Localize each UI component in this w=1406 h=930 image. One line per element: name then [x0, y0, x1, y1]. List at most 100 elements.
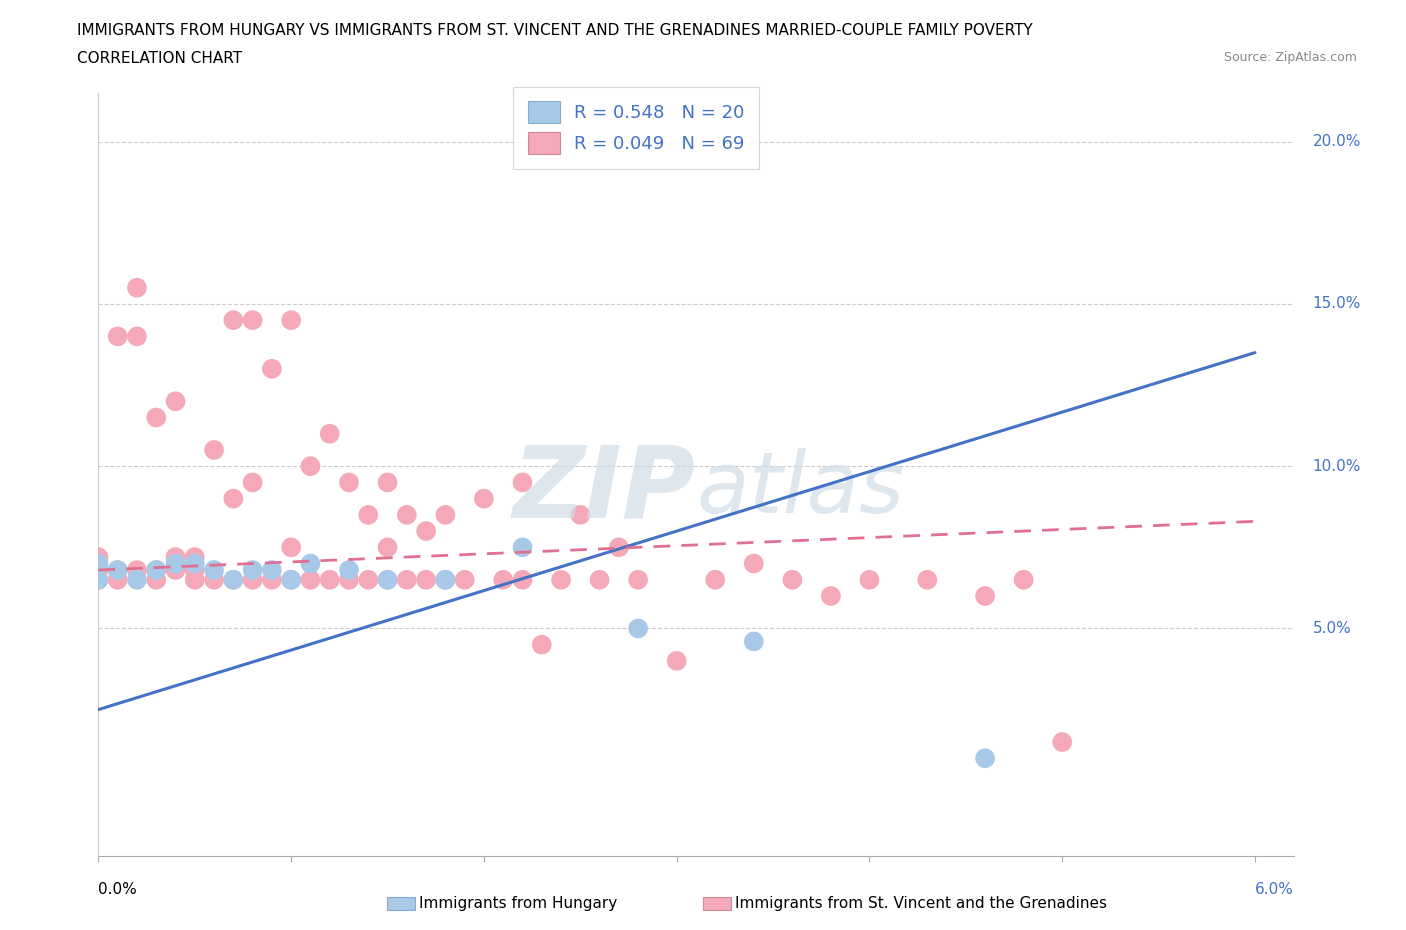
Point [974, 589, 997, 604]
Point [280, 572, 302, 587]
Point [434, 572, 457, 587]
Point [512, 572, 534, 587]
Text: ZIP: ZIP [513, 441, 696, 538]
Point [319, 572, 342, 587]
Point [453, 572, 475, 587]
Text: 10.0%: 10.0% [1313, 458, 1361, 473]
Point [87, 563, 110, 578]
Point [472, 491, 495, 506]
Text: Immigrants from Hungary: Immigrants from Hungary [419, 897, 617, 911]
Point [260, 572, 283, 587]
Point [858, 572, 880, 587]
Point [395, 508, 418, 523]
Text: 5.0%: 5.0% [1313, 621, 1351, 636]
Point [665, 654, 688, 669]
Point [87, 572, 110, 587]
Point [107, 563, 129, 578]
Point [742, 556, 765, 571]
Point [357, 572, 380, 587]
Point [550, 572, 572, 587]
Point [280, 540, 302, 555]
Point [184, 550, 207, 565]
Legend: R = 0.548   N = 20, R = 0.049   N = 69: R = 0.548 N = 20, R = 0.049 N = 69 [513, 86, 759, 168]
Point [415, 524, 437, 538]
Point [512, 475, 534, 490]
Point [145, 563, 167, 578]
Point [782, 572, 804, 587]
Point [165, 550, 187, 565]
Point [87, 556, 110, 571]
Point [145, 572, 167, 587]
Point [434, 572, 457, 587]
Point [415, 572, 437, 587]
Point [512, 540, 534, 555]
Point [820, 589, 842, 604]
Point [299, 556, 322, 571]
Point [280, 312, 302, 327]
Point [1012, 572, 1035, 587]
Point [165, 556, 187, 571]
Point [107, 572, 129, 587]
Point [242, 312, 264, 327]
Point [184, 563, 207, 578]
Point [530, 637, 553, 652]
Point [627, 572, 650, 587]
Point [165, 393, 187, 408]
Text: 0.0%: 0.0% [98, 882, 138, 897]
Point [184, 556, 207, 571]
Point [125, 563, 148, 578]
Text: 20.0%: 20.0% [1313, 134, 1361, 149]
Point [377, 572, 399, 587]
Point [222, 312, 245, 327]
Point [125, 329, 148, 344]
Point [434, 508, 457, 523]
Point [222, 572, 245, 587]
Point [242, 475, 264, 490]
Point [87, 572, 110, 587]
Point [377, 475, 399, 490]
Text: Immigrants from St. Vincent and the Grenadines: Immigrants from St. Vincent and the Gren… [735, 897, 1108, 911]
Point [184, 572, 207, 587]
Point [242, 572, 264, 587]
Point [242, 563, 264, 578]
Point [125, 280, 148, 295]
Point [704, 572, 727, 587]
Point [202, 572, 225, 587]
Point [260, 362, 283, 377]
Point [299, 572, 322, 587]
Text: CORRELATION CHART: CORRELATION CHART [77, 51, 242, 66]
Point [974, 751, 997, 765]
Point [125, 572, 148, 587]
Text: IMMIGRANTS FROM HUNGARY VS IMMIGRANTS FROM ST. VINCENT AND THE GRENADINES MARRIE: IMMIGRANTS FROM HUNGARY VS IMMIGRANTS FR… [77, 23, 1033, 38]
Point [222, 491, 245, 506]
Point [1050, 735, 1073, 750]
Text: Source: ZipAtlas.com: Source: ZipAtlas.com [1223, 51, 1357, 64]
Text: 6.0%: 6.0% [1254, 882, 1294, 897]
Point [588, 572, 610, 587]
Text: atlas: atlas [696, 448, 904, 531]
Point [280, 572, 302, 587]
Point [202, 443, 225, 458]
Point [299, 458, 322, 473]
Point [319, 426, 342, 441]
Point [165, 563, 187, 578]
Point [145, 410, 167, 425]
Point [107, 329, 129, 344]
Point [607, 540, 630, 555]
Point [202, 563, 225, 578]
Point [337, 475, 360, 490]
Text: 15.0%: 15.0% [1313, 297, 1361, 312]
Point [337, 572, 360, 587]
Point [357, 508, 380, 523]
Point [87, 550, 110, 565]
Point [917, 572, 939, 587]
Point [492, 572, 515, 587]
Point [742, 634, 765, 649]
Point [337, 563, 360, 578]
Point [569, 508, 592, 523]
Point [107, 563, 129, 578]
Point [627, 621, 650, 636]
Point [377, 540, 399, 555]
Point [395, 572, 418, 587]
Point [260, 563, 283, 578]
